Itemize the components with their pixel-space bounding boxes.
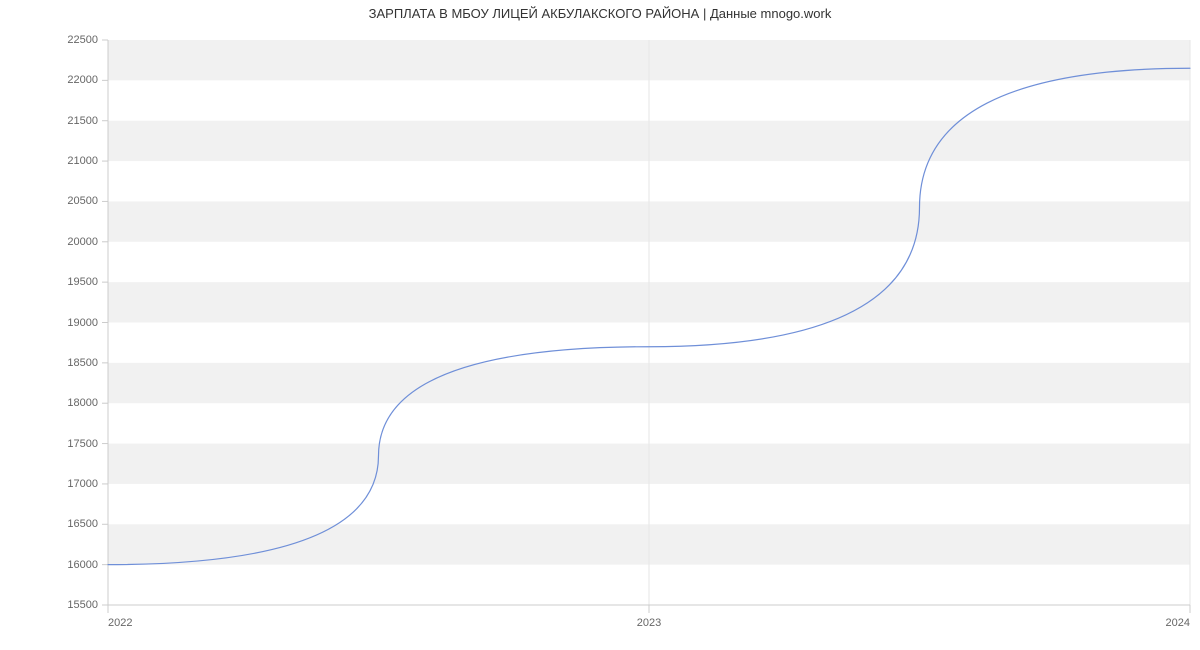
y-tick-label: 20500: [67, 195, 98, 207]
y-tick-label: 16000: [67, 559, 98, 571]
y-tick-label: 15500: [67, 599, 98, 611]
line-chart: ЗАРПЛАТА В МБОУ ЛИЦЕЙ АКБУЛАКСКОГО РАЙОН…: [0, 0, 1200, 650]
y-tick-label: 17500: [67, 438, 98, 450]
y-tick-label: 18000: [67, 397, 98, 409]
x-tick-label: 2024: [1166, 617, 1190, 629]
y-tick-label: 21000: [67, 155, 98, 167]
y-tick-label: 21500: [67, 115, 98, 127]
y-tick-label: 20000: [67, 236, 98, 248]
y-tick-label: 18500: [67, 357, 98, 369]
y-tick-label: 17000: [67, 478, 98, 490]
x-tick-label: 2022: [108, 617, 132, 629]
chart-svg: [0, 0, 1200, 650]
x-tick-label: 2023: [637, 617, 661, 629]
y-tick-label: 16500: [67, 518, 98, 530]
y-tick-label: 19500: [67, 276, 98, 288]
y-tick-label: 22000: [67, 74, 98, 86]
y-tick-label: 22500: [67, 34, 98, 46]
y-tick-label: 19000: [67, 317, 98, 329]
